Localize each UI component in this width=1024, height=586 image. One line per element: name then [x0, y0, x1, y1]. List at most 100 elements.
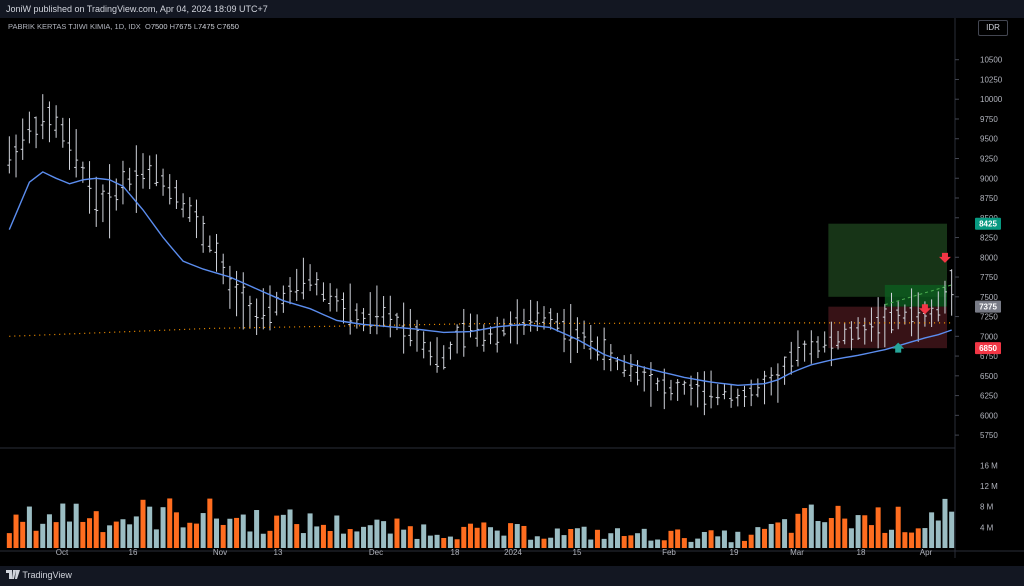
volume-bar[interactable]	[548, 537, 554, 548]
ohlc-bar[interactable]	[141, 153, 146, 189]
volume-bar[interactable]	[528, 539, 534, 548]
volume-bar[interactable]	[113, 521, 119, 548]
ohlc-bar[interactable]	[201, 215, 206, 253]
ohlc-bar[interactable]	[428, 341, 433, 366]
volume-bar[interactable]	[401, 529, 407, 548]
volume-bar[interactable]	[568, 529, 574, 548]
volume-bar[interactable]	[394, 518, 400, 548]
ohlc-bar[interactable]	[515, 299, 520, 345]
ohlc-bar[interactable]	[675, 379, 680, 401]
ohlc-bar[interactable]	[909, 288, 914, 337]
volume-bar[interactable]	[434, 534, 440, 548]
ohlc-bar[interactable]	[501, 318, 506, 337]
volume-bar[interactable]	[387, 533, 393, 548]
volume-bar[interactable]	[661, 540, 667, 548]
ohlc-bar[interactable]	[341, 292, 346, 324]
volume-bar[interactable]	[782, 519, 788, 548]
ohlc-bar[interactable]	[448, 341, 453, 360]
ohlc-bar[interactable]	[662, 368, 667, 410]
ohlc-bar[interactable]	[588, 324, 593, 360]
ohlc-bar[interactable]	[949, 269, 954, 316]
volume-bar[interactable]	[447, 536, 453, 548]
ohlc-bar[interactable]	[729, 384, 734, 408]
ohlc-bar[interactable]	[54, 105, 59, 138]
ohlc-bar[interactable]	[642, 366, 647, 392]
ohlc-bar[interactable]	[755, 378, 760, 398]
moving-average-line[interactable]	[8, 171, 952, 387]
ohlc-bar[interactable]	[896, 301, 901, 330]
volume-bar[interactable]	[227, 518, 233, 548]
ohlc-bar[interactable]	[187, 197, 192, 222]
ohlc-bar[interactable]	[622, 355, 627, 377]
ohlc-bar[interactable]	[628, 354, 633, 382]
volume-bar[interactable]	[274, 515, 280, 548]
volume-bar[interactable]	[247, 531, 253, 548]
ohlc-bar[interactable]	[822, 331, 827, 353]
ohlc-bar[interactable]	[227, 265, 232, 309]
ohlc-bar[interactable]	[314, 272, 319, 296]
volume-bar[interactable]	[862, 515, 868, 548]
volume-bar[interactable]	[421, 524, 427, 548]
ohlc-bar[interactable]	[562, 308, 567, 353]
ohlc-bar[interactable]	[655, 377, 660, 392]
ohlc-bar[interactable]	[869, 307, 874, 342]
ohlc-bar[interactable]	[147, 155, 152, 190]
ohlc-bar[interactable]	[34, 116, 39, 149]
volume-bar[interactable]	[200, 513, 206, 548]
volume-bar[interactable]	[768, 523, 774, 548]
volume-bar[interactable]	[87, 518, 93, 548]
volume-bar[interactable]	[147, 506, 153, 548]
volume-bar[interactable]	[488, 527, 494, 548]
volume-bar[interactable]	[735, 531, 741, 548]
volume-bar[interactable]	[929, 512, 935, 548]
ohlc-bar[interactable]	[508, 311, 513, 344]
volume-bar[interactable]	[815, 521, 821, 548]
volume-bar[interactable]	[327, 531, 333, 548]
ohlc-bar[interactable]	[468, 313, 473, 338]
ohlc-bar[interactable]	[882, 303, 887, 348]
ohlc-bar[interactable]	[455, 324, 460, 354]
volume-bar[interactable]	[120, 519, 126, 548]
volume-bar[interactable]	[240, 514, 246, 548]
ohlc-bar[interactable]	[789, 341, 794, 375]
volume-bar[interactable]	[802, 508, 808, 548]
volume-bar[interactable]	[788, 532, 794, 548]
volume-bar[interactable]	[414, 538, 420, 548]
volume-bar[interactable]	[340, 533, 347, 548]
sell-arrow-icon[interactable]	[918, 304, 931, 315]
ohlc-bar[interactable]	[435, 337, 440, 373]
volume-bar[interactable]	[601, 538, 607, 548]
ohlc-bar[interactable]	[802, 340, 807, 362]
volume-bar[interactable]	[681, 538, 687, 548]
volume-bar[interactable]	[53, 522, 59, 548]
volume-bar[interactable]	[748, 534, 754, 548]
ohlc-bar[interactable]	[221, 253, 226, 285]
stop-zone[interactable]	[828, 306, 947, 349]
ohlc-bar[interactable]	[354, 303, 359, 329]
target-zone[interactable]	[828, 223, 947, 297]
ohlc-bar[interactable]	[247, 295, 252, 329]
ohlc-bar[interactable]	[735, 388, 740, 407]
ohlc-bar[interactable]	[381, 296, 386, 328]
volume-bar[interactable]	[848, 528, 854, 548]
volume-bar[interactable]	[501, 535, 507, 548]
volume-bar[interactable]	[73, 503, 79, 548]
volume-bar[interactable]	[728, 542, 734, 548]
volume-bar[interactable]	[915, 528, 921, 548]
ohlc-bar[interactable]	[274, 291, 279, 316]
currency-button[interactable]: IDR	[978, 20, 1008, 36]
volume-bar[interactable]	[300, 533, 306, 548]
ohlc-bar[interactable]	[167, 174, 172, 205]
ohlc-bar[interactable]	[267, 285, 272, 331]
volume-bar[interactable]	[935, 520, 941, 548]
volume-bar[interactable]	[715, 536, 721, 548]
ohlc-bar[interactable]	[876, 297, 881, 349]
volume-bar[interactable]	[467, 523, 473, 548]
ohlc-bar[interactable]	[60, 117, 65, 148]
volume-bar[interactable]	[514, 524, 520, 548]
ohlc-bar[interactable]	[14, 134, 19, 178]
volume-bar[interactable]	[474, 527, 480, 548]
volume-bar[interactable]	[909, 532, 915, 548]
ohlc-bar[interactable]	[488, 326, 493, 345]
price-chart[interactable]: 1050010250100009750950092509000875085008…	[0, 18, 1024, 558]
